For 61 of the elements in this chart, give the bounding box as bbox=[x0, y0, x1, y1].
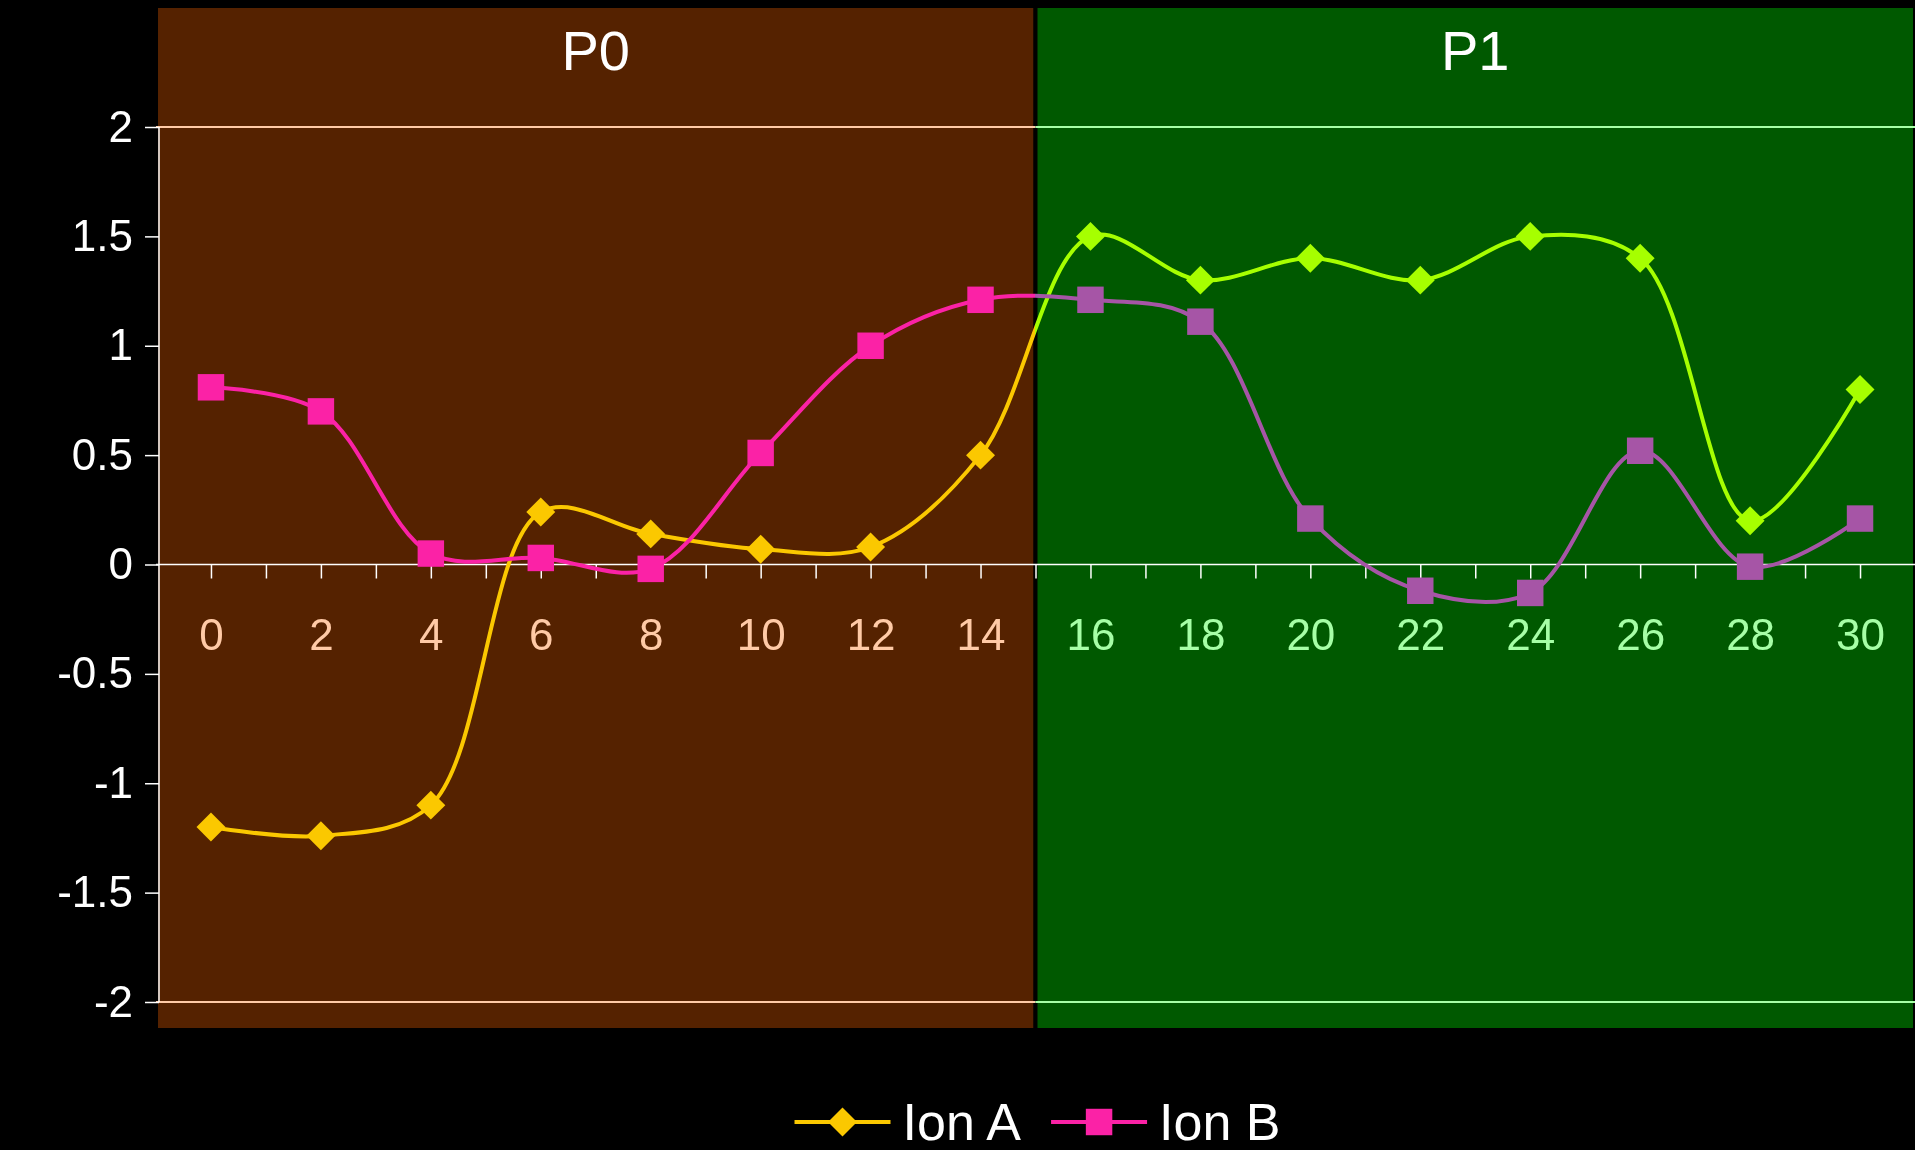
x-tick-label: 4 bbox=[419, 609, 444, 659]
point bbox=[856, 532, 886, 562]
y-tick-label: 1.5 bbox=[71, 210, 133, 260]
band-label: P0 bbox=[561, 19, 630, 82]
x-tick-label: 26 bbox=[1616, 609, 1666, 659]
x-tick-label: 8 bbox=[638, 609, 664, 659]
point bbox=[417, 540, 445, 567]
y-tick-label: -1.5 bbox=[57, 867, 133, 917]
point bbox=[1185, 265, 1215, 295]
point bbox=[637, 555, 664, 583]
legend-label: Ion A bbox=[902, 1093, 1022, 1150]
x-tick-label: 0 bbox=[199, 609, 224, 659]
point bbox=[967, 286, 994, 314]
point bbox=[527, 544, 555, 572]
x-tick-label: 20 bbox=[1286, 609, 1336, 659]
y-tick-label: 0 bbox=[108, 539, 133, 589]
point bbox=[1297, 505, 1324, 532]
y-tick-label: -2 bbox=[93, 976, 133, 1026]
x-tick-label: 10 bbox=[736, 609, 786, 659]
point bbox=[1295, 243, 1325, 273]
x-tick-label: 6 bbox=[529, 609, 554, 659]
x-tick-label: 28 bbox=[1726, 609, 1776, 659]
point bbox=[1075, 221, 1105, 251]
point bbox=[1515, 221, 1545, 251]
y-tick-label: -0.5 bbox=[57, 648, 133, 698]
point bbox=[416, 790, 446, 820]
point bbox=[1407, 577, 1434, 604]
point bbox=[1845, 375, 1875, 404]
y-tick-label: -1 bbox=[93, 757, 133, 807]
point bbox=[197, 374, 225, 401]
y-tick-label: 2 bbox=[108, 101, 133, 151]
point bbox=[746, 534, 776, 564]
point bbox=[1846, 505, 1874, 532]
point bbox=[1626, 437, 1654, 464]
point bbox=[1405, 265, 1435, 295]
y-tick-label: 0.5 bbox=[71, 429, 133, 479]
point bbox=[1625, 243, 1655, 273]
point bbox=[747, 439, 774, 467]
point bbox=[857, 332, 884, 359]
x-tick-label: 24 bbox=[1506, 609, 1556, 659]
x-tick-label: 12 bbox=[846, 609, 896, 659]
point bbox=[636, 519, 666, 549]
point bbox=[1516, 579, 1544, 607]
x-tick-label: 14 bbox=[956, 609, 1006, 659]
point bbox=[526, 497, 556, 527]
legend-label: Ion B bbox=[1159, 1093, 1281, 1150]
x-tick-label: 30 bbox=[1836, 609, 1886, 659]
x-tick-label: 18 bbox=[1176, 609, 1226, 659]
y-tick-label: 1 bbox=[108, 320, 133, 370]
band-label: P1 bbox=[1441, 19, 1510, 82]
x-tick-label: 2 bbox=[309, 609, 334, 659]
x-tick-label: 22 bbox=[1396, 609, 1446, 659]
point bbox=[306, 821, 336, 851]
point bbox=[1736, 553, 1764, 580]
point bbox=[1735, 506, 1765, 536]
point bbox=[307, 398, 335, 425]
point bbox=[196, 812, 226, 842]
point bbox=[1077, 286, 1104, 314]
point bbox=[1187, 308, 1214, 335]
x-tick-label: 16 bbox=[1066, 609, 1116, 659]
point bbox=[966, 440, 996, 470]
